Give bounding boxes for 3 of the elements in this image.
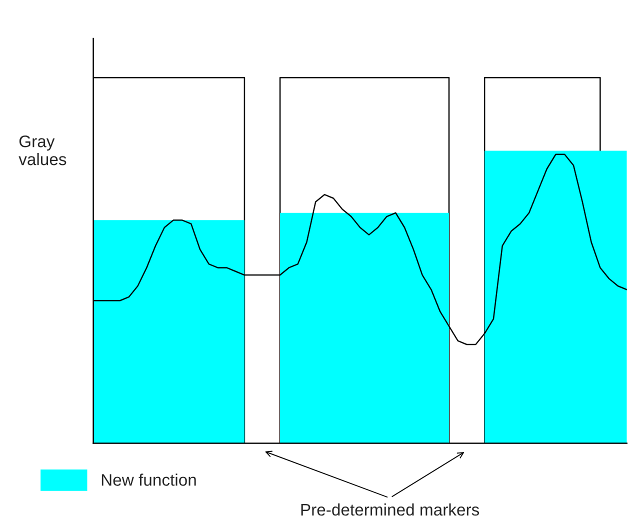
legend-label: New function: [102, 474, 196, 486]
text: Pre-determined markers: [301, 503, 480, 516]
y-axis-title: Gray values: [18, 135, 66, 166]
